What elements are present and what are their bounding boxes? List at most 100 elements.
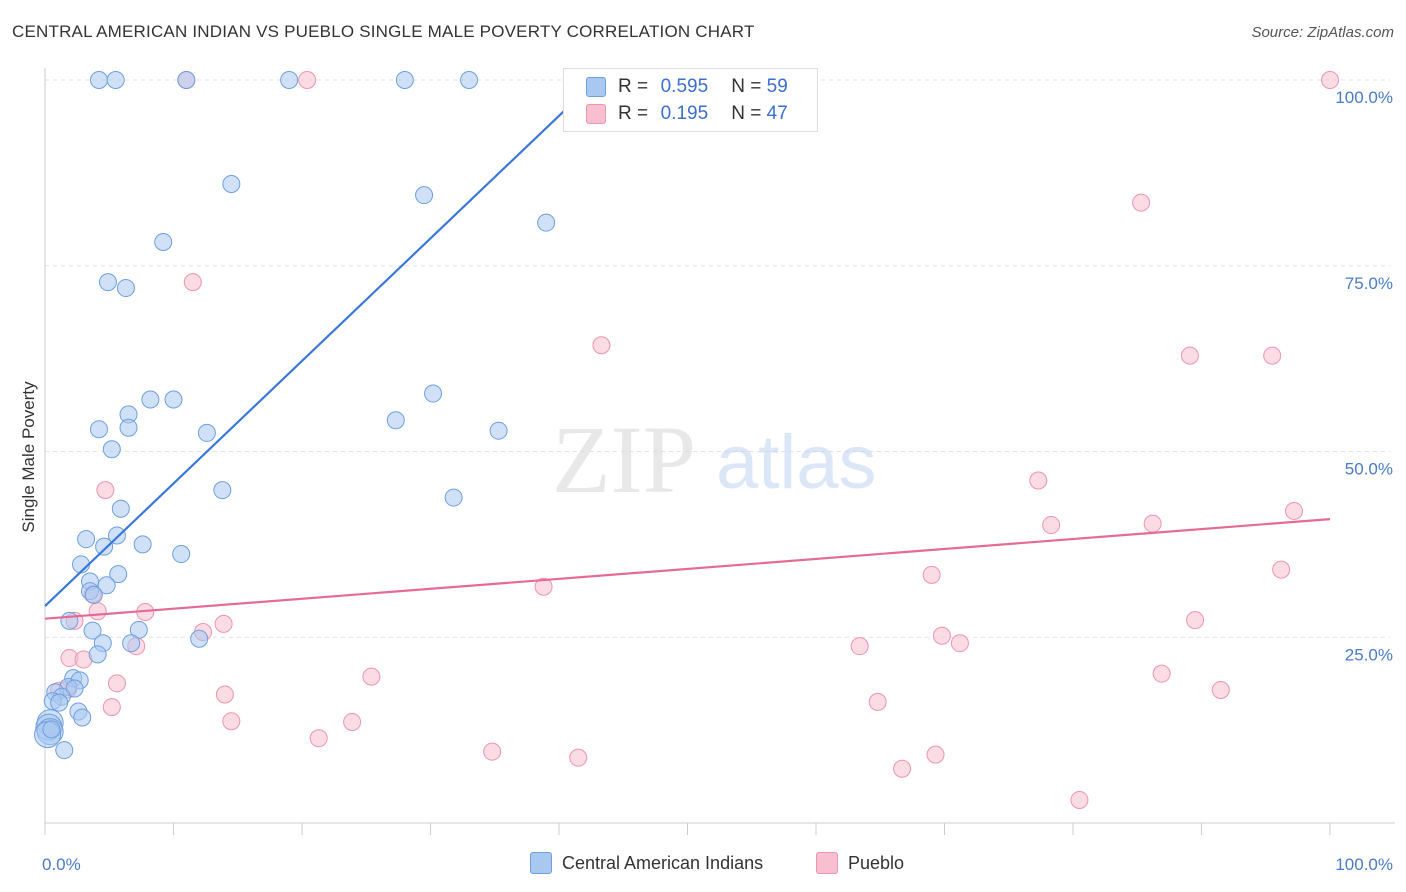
legend-swatch-blue: [530, 852, 552, 874]
legend-r-value: 0.595: [660, 76, 709, 97]
pueblo-point: [868, 692, 887, 711]
legend-r-label: R =: [618, 103, 649, 124]
pueblo-point: [1272, 560, 1291, 579]
central-american-indians-point: [280, 71, 299, 89]
central-american-indians-point: [489, 421, 508, 440]
watermark: ZIP atlas: [552, 406, 877, 513]
pueblo-point: [926, 745, 945, 764]
legend-swatch-pink: [586, 104, 606, 124]
central-american-indians-point: [395, 71, 414, 89]
pueblo-point: [88, 602, 107, 621]
central-american-indians-points: [34, 71, 556, 760]
pueblo-point: [362, 667, 381, 686]
central-american-indians-point: [190, 629, 209, 648]
central-american-indians-point: [133, 535, 152, 554]
legend-swatch-blue: [586, 77, 606, 97]
y-tick-label: 50.0%: [1345, 460, 1393, 479]
legend-item-pueblo: Pueblo: [816, 852, 904, 874]
x-tick-label: 100.0%: [1335, 855, 1393, 874]
pueblo-point: [1321, 71, 1339, 89]
gridlines: [45, 79, 1390, 638]
pueblo-point: [1132, 193, 1151, 212]
legend-label: Pueblo: [848, 852, 905, 873]
pueblo-point: [1180, 346, 1199, 365]
central-american-indians-point: [415, 186, 434, 205]
pueblo-point: [309, 729, 328, 748]
central-american-indians-point: [444, 488, 463, 507]
central-american-indians-point: [89, 420, 108, 439]
central-american-indians-point: [60, 611, 79, 630]
y-tick-label: 100.0%: [1335, 88, 1393, 107]
central-american-indians-point: [50, 693, 69, 712]
central-american-indians-point: [73, 708, 92, 727]
central-american-indians-point: [222, 175, 241, 194]
pueblo-point: [1152, 664, 1171, 683]
central-american-indians-point: [141, 390, 160, 409]
central-american-indians-point: [109, 565, 128, 584]
central-american-indians-point: [537, 213, 556, 232]
pueblo-point: [222, 712, 241, 731]
central-american-indians-point: [88, 645, 107, 664]
pueblo-point: [932, 626, 951, 645]
legend-r-label: R =: [618, 76, 649, 97]
legend-n-label: N =: [731, 103, 762, 124]
source-label: Source: ZipAtlas.com: [1251, 24, 1394, 41]
legend-n-value: 59: [766, 76, 788, 97]
legend-r-value: 0.195: [660, 103, 709, 124]
tick-labels: 25.0% 50.0% 75.0% 100.0% 0.0% 100.0%: [42, 88, 1393, 874]
central-american-indians-point: [177, 71, 196, 89]
y-tick-label: 75.0%: [1345, 274, 1393, 293]
central-american-indians-point: [116, 279, 135, 298]
pueblo-point: [1143, 514, 1162, 533]
central-american-indians-point: [213, 481, 232, 500]
pueblo-point: [1263, 346, 1282, 365]
pueblo-point: [298, 71, 317, 89]
central-american-indians-point: [164, 390, 183, 409]
central-american-indians-point: [129, 620, 148, 639]
legend-label: Central American Indians: [562, 852, 764, 873]
legend-n-label: N =: [731, 76, 762, 97]
pueblo-point: [534, 577, 553, 596]
watermark-zip: ZIP: [552, 406, 696, 513]
pueblo-point: [1285, 501, 1304, 520]
pueblo-point: [107, 674, 126, 693]
pueblo-point: [183, 273, 202, 292]
central-american-indians-point: [197, 423, 216, 442]
central-american-indians-point: [89, 71, 108, 89]
central-american-indians-point: [122, 634, 141, 653]
pueblo-point: [96, 481, 115, 500]
legend-swatch-pink: [816, 852, 838, 874]
pueblo-point: [592, 336, 611, 355]
central-american-indians-point: [84, 585, 103, 604]
central-american-indians-point: [154, 232, 173, 251]
central-american-indians-trend-line: [44, 108, 567, 607]
central-american-indians-point: [98, 273, 117, 292]
pueblo-point: [922, 565, 941, 584]
x-tick-label: 0.0%: [42, 855, 81, 874]
correlation-legend: R = 0.595 N = 59 R = 0.195 N = 47: [563, 68, 818, 132]
central-american-indians-point: [65, 679, 84, 698]
pueblo-point: [1211, 681, 1230, 700]
pueblo-points: [43, 71, 1339, 809]
central-american-indians-point: [386, 411, 405, 430]
pueblo-point: [343, 712, 362, 731]
pueblo-point: [569, 748, 588, 767]
chart-title: CENTRAL AMERICAN INDIAN VS PUEBLO SINGLE…: [12, 22, 755, 41]
trend-lines: [44, 108, 1331, 620]
central-american-indians-point: [42, 720, 61, 739]
pueblo-point: [1070, 790, 1089, 809]
pueblo-point: [1042, 516, 1061, 535]
central-american-indians-point: [460, 71, 479, 89]
legend-row-pink: R = 0.195 N = 47: [586, 102, 788, 126]
pueblo-trend-line: [44, 518, 1331, 620]
pueblo-point: [102, 698, 121, 717]
legend-row-blue: R = 0.595 N = 59: [586, 75, 788, 99]
pueblo-point: [893, 759, 912, 778]
pueblo-point: [215, 685, 234, 704]
legend-n-value: 47: [766, 103, 788, 124]
pueblo-point: [483, 742, 502, 761]
central-american-indians-point: [119, 418, 138, 437]
central-american-indians-point: [102, 440, 121, 459]
central-american-indians-point: [97, 576, 116, 595]
